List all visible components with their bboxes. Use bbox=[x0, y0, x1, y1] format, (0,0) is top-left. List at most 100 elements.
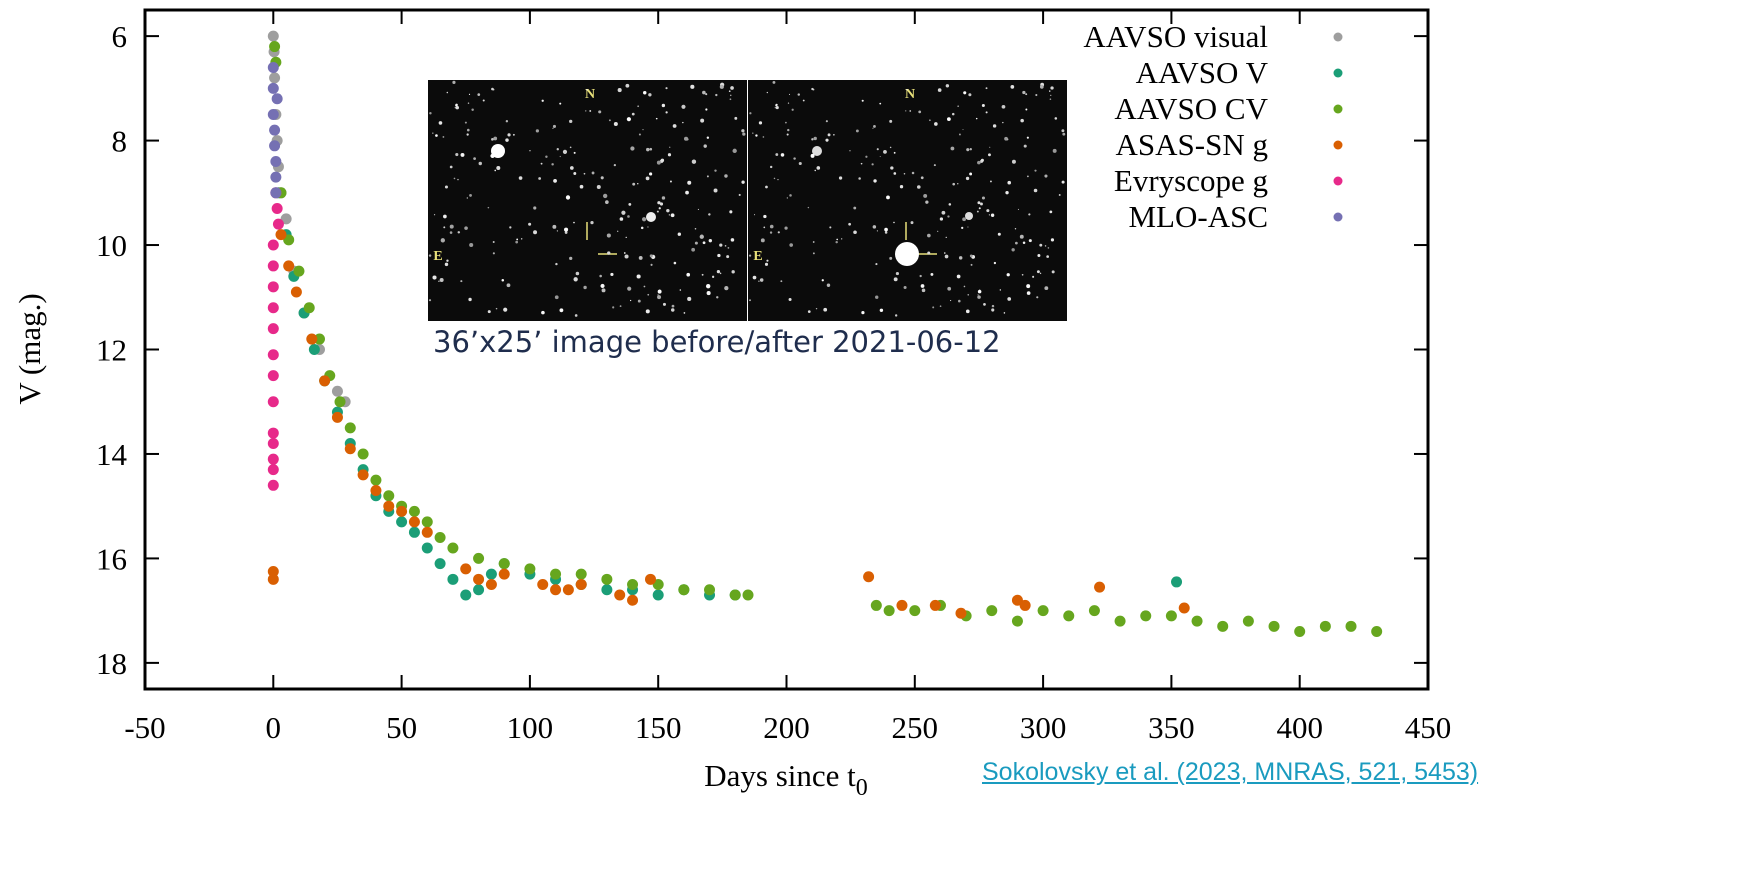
star bbox=[978, 207, 981, 210]
star bbox=[754, 214, 756, 216]
data-point bbox=[498, 568, 510, 580]
star bbox=[893, 172, 897, 175]
star bbox=[492, 252, 495, 255]
star bbox=[605, 200, 609, 204]
star bbox=[444, 185, 448, 189]
star bbox=[1049, 90, 1051, 92]
star bbox=[990, 180, 992, 183]
star bbox=[775, 103, 778, 107]
star bbox=[968, 93, 972, 97]
star bbox=[752, 132, 754, 134]
data-point bbox=[1011, 615, 1023, 627]
star bbox=[1005, 190, 1009, 195]
x-tick-label: 300 bbox=[1020, 710, 1067, 745]
data-point bbox=[742, 589, 754, 601]
star bbox=[991, 304, 995, 308]
star bbox=[937, 88, 942, 92]
y-tick-label: 8 bbox=[112, 124, 128, 159]
star bbox=[997, 232, 1001, 236]
star bbox=[1050, 94, 1052, 97]
data-point bbox=[272, 218, 284, 230]
star bbox=[965, 176, 970, 181]
star bbox=[958, 299, 961, 303]
star bbox=[769, 165, 773, 169]
data-point bbox=[1268, 620, 1280, 632]
data-point bbox=[896, 599, 908, 611]
data-point bbox=[1011, 594, 1023, 606]
star bbox=[612, 306, 615, 309]
star bbox=[1052, 148, 1057, 153]
star bbox=[469, 193, 472, 197]
data-point bbox=[550, 568, 562, 580]
inset-caption: 36’x25’ image before/after 2021-06-12 bbox=[433, 325, 1001, 359]
data-point bbox=[863, 571, 875, 583]
data-point bbox=[434, 558, 446, 570]
star bbox=[981, 103, 985, 107]
data-point bbox=[267, 281, 279, 293]
star bbox=[786, 197, 788, 199]
star bbox=[947, 286, 952, 291]
star bbox=[713, 188, 718, 193]
star bbox=[455, 105, 459, 110]
citation-link[interactable]: Sokolovsky et al. (2023, MNRAS, 521, 545… bbox=[982, 758, 1479, 786]
star bbox=[520, 238, 523, 240]
data-point bbox=[269, 124, 281, 136]
star bbox=[617, 88, 622, 93]
star bbox=[714, 169, 717, 172]
data-point bbox=[267, 453, 279, 465]
star bbox=[1025, 93, 1028, 96]
data-point bbox=[1165, 610, 1177, 622]
data-point bbox=[678, 584, 690, 596]
star bbox=[1026, 291, 1031, 295]
star bbox=[858, 177, 861, 180]
star bbox=[716, 296, 719, 299]
star bbox=[730, 238, 735, 242]
data-point bbox=[271, 202, 283, 214]
star bbox=[1034, 169, 1037, 172]
star bbox=[774, 106, 776, 109]
star bbox=[624, 254, 629, 259]
star bbox=[449, 231, 453, 234]
star bbox=[545, 155, 548, 158]
star bbox=[535, 129, 539, 133]
legend-label: MLO-ASC bbox=[1128, 199, 1268, 234]
legend-marker bbox=[1333, 104, 1343, 114]
data-point bbox=[269, 140, 281, 152]
star bbox=[487, 206, 490, 209]
x-axis-label-subscript: 0 bbox=[856, 775, 868, 801]
star bbox=[660, 158, 665, 163]
star bbox=[810, 153, 815, 158]
star bbox=[957, 183, 959, 185]
star bbox=[969, 254, 973, 258]
star bbox=[886, 195, 890, 200]
star bbox=[884, 227, 888, 232]
star bbox=[1003, 312, 1006, 314]
data-point bbox=[1019, 599, 1031, 611]
star bbox=[533, 206, 537, 210]
star bbox=[812, 146, 822, 156]
data-point bbox=[344, 443, 356, 455]
star bbox=[482, 99, 485, 102]
star bbox=[724, 174, 728, 178]
star bbox=[909, 110, 912, 112]
star bbox=[780, 153, 785, 157]
star bbox=[1011, 248, 1015, 252]
star bbox=[952, 182, 956, 186]
star bbox=[610, 272, 614, 277]
star bbox=[569, 119, 573, 124]
star bbox=[965, 212, 973, 220]
star bbox=[1025, 108, 1028, 111]
star bbox=[811, 138, 814, 141]
star bbox=[719, 84, 724, 89]
legend-marker bbox=[1333, 68, 1343, 78]
star bbox=[694, 241, 698, 245]
star bbox=[816, 166, 821, 170]
star bbox=[697, 208, 700, 211]
x-tick-label: 50 bbox=[386, 710, 417, 745]
star bbox=[671, 304, 675, 308]
data-point bbox=[601, 573, 613, 585]
star bbox=[686, 272, 691, 277]
star bbox=[826, 283, 831, 287]
star bbox=[602, 193, 608, 199]
star bbox=[731, 270, 735, 274]
